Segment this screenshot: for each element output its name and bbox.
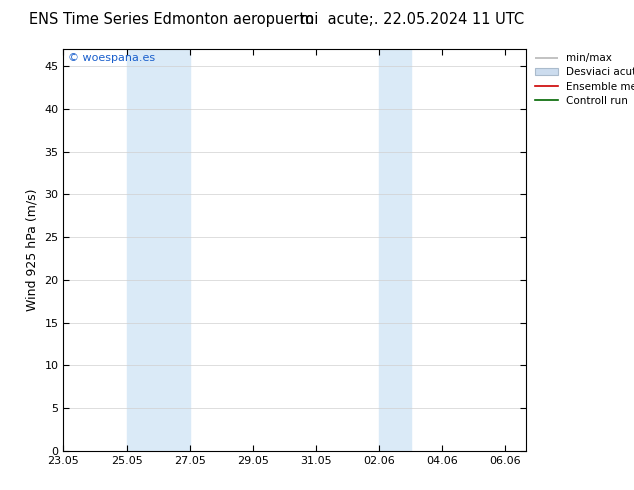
- Text: ENS Time Series Edmonton aeropuerto: ENS Time Series Edmonton aeropuerto: [29, 12, 314, 27]
- Y-axis label: Wind 925 hPa (m/s): Wind 925 hPa (m/s): [26, 189, 39, 311]
- Text: mi  acute;. 22.05.2024 11 UTC: mi acute;. 22.05.2024 11 UTC: [300, 12, 524, 27]
- Bar: [127, 49, 190, 451]
- Legend: min/max, Desviaci acute;n est acute;ndar, Ensemble mean run, Controll run: min/max, Desviaci acute;n est acute;ndar…: [531, 49, 634, 110]
- Text: © woespana.es: © woespana.es: [68, 53, 155, 63]
- Bar: [379, 49, 410, 451]
